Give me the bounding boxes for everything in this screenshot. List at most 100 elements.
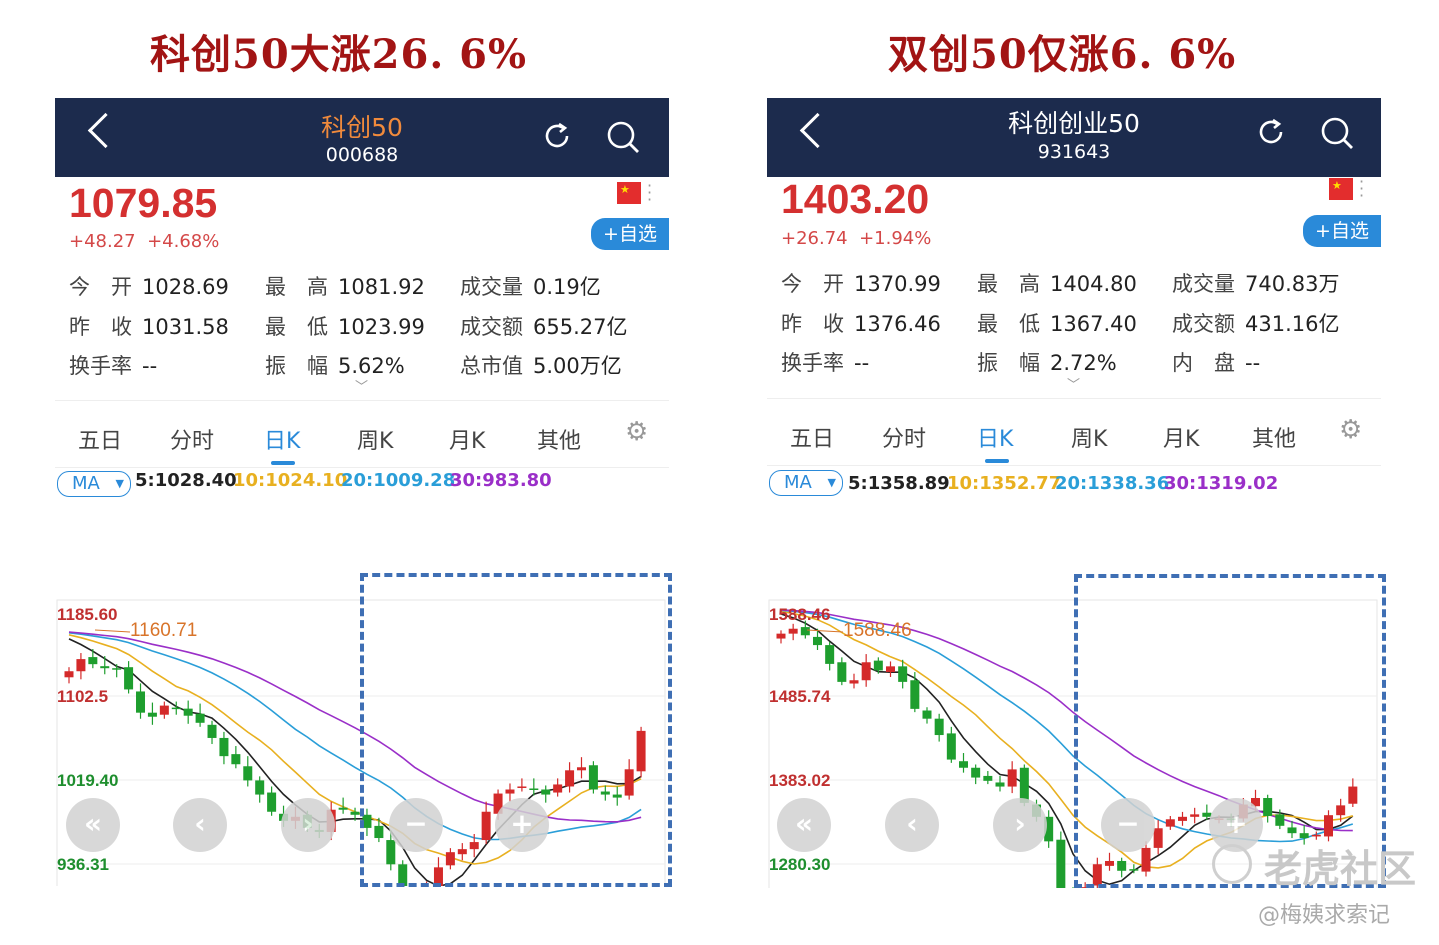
candle <box>922 710 932 719</box>
stat-value: 1404.80 <box>1050 272 1137 296</box>
refresh-icon[interactable] <box>1253 114 1289 150</box>
candle <box>362 814 372 828</box>
candle <box>1311 834 1321 837</box>
index-title: 科创50 <box>321 113 403 142</box>
tab-daily-k[interactable]: 日K <box>977 427 1014 452</box>
scroll-right-button[interactable]: › <box>281 798 335 852</box>
search-icon[interactable] <box>603 118 643 158</box>
tab-five-day[interactable]: 五日 <box>78 429 123 454</box>
candle <box>612 794 622 798</box>
candle <box>983 775 993 781</box>
candle <box>398 864 408 886</box>
stat-item: 总市值 5.00万亿 <box>460 350 622 380</box>
stat-value: -- <box>1245 351 1261 375</box>
tab-other[interactable]: 其他 <box>1252 427 1297 452</box>
stat-value: 431.16亿 <box>1245 312 1340 336</box>
stat-value: 0.19亿 <box>533 275 601 299</box>
more-icon[interactable]: · · · <box>1359 172 1365 205</box>
current-price: 1403.20 <box>781 176 930 222</box>
stat-label: 振 幅 <box>265 354 328 378</box>
max-pointer <box>806 629 844 633</box>
scroll-left-button[interactable]: ‹ <box>173 798 227 852</box>
candle <box>1275 814 1285 826</box>
candle <box>946 733 956 760</box>
scroll-start-button[interactable]: « <box>66 798 120 852</box>
settings-gear-icon[interactable]: ⚙ <box>625 417 649 447</box>
zoom-in-button[interactable]: + <box>495 798 549 852</box>
stat-value: 2.72% <box>1050 351 1117 375</box>
candle <box>813 636 822 646</box>
candle <box>971 767 981 778</box>
stat-item: 最 高 1081.92 <box>265 271 425 301</box>
ma-selector[interactable]: MA ▼ <box>57 471 131 497</box>
tab-intraday[interactable]: 分时 <box>882 427 927 452</box>
stat-item: 昨 收 1031.58 <box>69 311 229 341</box>
more-icon[interactable]: · · · <box>647 176 653 209</box>
tab-other[interactable]: 其他 <box>537 429 582 454</box>
candle <box>505 789 515 794</box>
stat-label: 最 高 <box>265 275 328 299</box>
stat-value: 1031.58 <box>142 315 229 339</box>
y-tick-label: 1280.30 <box>769 855 830 874</box>
tab-intraday[interactable]: 分时 <box>170 429 215 454</box>
scroll-right-button[interactable]: › <box>993 798 1047 852</box>
candle <box>195 713 205 723</box>
candle <box>898 666 908 682</box>
candle <box>910 680 920 709</box>
scroll-start-button[interactable]: « <box>777 798 831 852</box>
stat-label: 换手率 <box>69 354 132 378</box>
top-bar: 科创创业50 931643 <box>767 98 1381 177</box>
top-bar: 科创50 000688 <box>55 98 669 177</box>
ma-selector[interactable]: MA ▼ <box>769 470 843 496</box>
ma30-value: 30:983.80 <box>450 470 552 491</box>
y-tick-label: 1588.46 <box>769 605 830 624</box>
tab-monthly-k[interactable]: 月K <box>449 429 486 454</box>
kline-chart[interactable]: 1588.461485.741383.021280.301177.581588.… <box>767 500 1381 888</box>
stat-value: 740.83万 <box>1245 272 1340 296</box>
tab-weekly-k[interactable]: 周K <box>357 429 394 454</box>
add-watchlist-button[interactable]: +自选 <box>1303 215 1381 247</box>
stat-item: 成交量 0.19亿 <box>460 271 601 301</box>
stat-value: 1081.92 <box>338 275 425 299</box>
candle <box>1129 869 1139 871</box>
settings-gear-icon[interactable]: ⚙ <box>1339 415 1363 445</box>
refresh-icon[interactable] <box>539 118 575 154</box>
candle <box>1117 860 1127 871</box>
tab-daily-k[interactable]: 日K <box>264 429 301 454</box>
stat-item: 今 开 1028.69 <box>69 271 229 301</box>
candle <box>1092 864 1102 886</box>
candle <box>1165 819 1175 827</box>
active-tab-indicator <box>985 459 1009 463</box>
stat-label: 总市值 <box>460 354 523 378</box>
right-headline: 双创50仅涨6. 6% <box>888 31 1237 78</box>
tab-monthly-k[interactable]: 月K <box>1163 427 1200 452</box>
highlight-box-right <box>1074 574 1386 888</box>
stat-label: 成交量 <box>460 275 523 299</box>
zoom-in-button[interactable]: + <box>1209 798 1263 852</box>
candle <box>1336 805 1346 816</box>
candle <box>1105 860 1114 866</box>
candle <box>588 765 598 790</box>
search-icon[interactable] <box>1317 114 1357 154</box>
add-watchlist-button[interactable]: +自选 <box>591 218 669 250</box>
stat-value: 1023.99 <box>338 315 425 339</box>
stat-label: 内 盘 <box>1172 351 1235 375</box>
candle <box>529 788 539 790</box>
stat-item: 成交量 740.83万 <box>1172 268 1339 298</box>
stat-value: 5.00万亿 <box>533 354 622 378</box>
expand-chevron-icon[interactable]: ﹀ <box>355 380 369 395</box>
stat-label: 最 低 <box>265 315 328 339</box>
scroll-left-button[interactable]: ‹ <box>885 798 939 852</box>
stat-item: 换手率 -- <box>69 350 157 380</box>
zoom-out-button[interactable]: − <box>389 798 443 852</box>
zoom-out-button[interactable]: − <box>1101 798 1155 852</box>
candle <box>350 811 360 815</box>
expand-chevron-icon[interactable]: ﹀ <box>1067 378 1081 393</box>
left-headline: 科创50大涨26. 6% <box>150 31 528 78</box>
tab-weekly-k[interactable]: 周K <box>1071 427 1108 452</box>
tab-five-day[interactable]: 五日 <box>790 427 835 452</box>
stat-item: 内 盘 -- <box>1172 347 1260 377</box>
candle <box>788 628 798 634</box>
stat-label: 成交量 <box>1172 272 1235 296</box>
y-tick-label: 1485.74 <box>769 687 831 706</box>
